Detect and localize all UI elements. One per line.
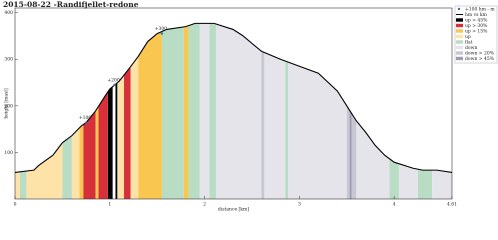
band [215,23,262,199]
band [79,23,84,199]
legend-swatch [456,23,463,28]
bands [15,23,452,199]
band [138,23,162,199]
band [15,23,20,199]
legend-label: flat [465,40,473,46]
band [98,23,108,199]
y-tick-label: 100 [4,150,13,156]
plot-frame [14,7,453,200]
legend-label: up > 45% [465,18,488,24]
band [117,23,125,199]
band [199,23,210,199]
legend-label: down > 45% [465,56,495,62]
y-axis-label: height [masl] [4,88,10,118]
band [71,23,80,199]
marker-label: +100 [79,115,91,121]
x-tick-label: 3 [298,202,301,208]
band [115,23,118,199]
marker [113,83,116,87]
band [264,23,286,199]
chart: 2015-08-22 -Randifjellet-redone 10020030… [3,0,498,213]
band [351,23,357,199]
band [349,23,352,199]
legend-label: down [465,45,477,51]
legend-swatch [456,29,463,33]
legend-marker [457,7,461,11]
y-tick-label: 400 [4,10,13,16]
x-tick-label: 2 [203,202,206,208]
chart-title: 2015-08-22 -Randifjellet-redone [3,0,139,9]
band [62,23,72,199]
marker [84,121,88,124]
page: {"chart_data": {"type": "profile", "titl… [3,0,498,213]
band [124,23,131,199]
band [183,23,189,199]
band [107,23,113,199]
band [188,23,200,199]
marker-label: +200 [107,77,119,83]
band [130,23,139,199]
marker-label: +300 [155,26,167,32]
band [83,23,96,199]
legend-swatch [456,18,463,22]
band [161,23,184,199]
legend-label: +100 hm - m [465,7,495,13]
band [346,23,350,199]
marker [160,32,164,35]
legend-label: up [465,35,471,40]
x-tick-label: 4 [393,202,396,208]
legend-swatch [456,34,463,39]
x-tick-label: 1 [108,202,111,208]
band [288,23,347,199]
band [389,23,399,199]
profile-line [14,22,453,173]
band [398,23,418,199]
legend-label: down > 20% [465,51,495,57]
band [261,23,265,199]
y-tick-label: 200 [4,103,13,109]
legend-label: hm vs km [465,12,488,18]
legend-swatch [456,56,463,61]
x-tick-label: 0 [14,202,17,208]
legend-label: up > 30% [465,23,488,29]
band [19,23,27,199]
legend-swatch [456,51,463,55]
band [209,23,216,199]
y-tick-label: 300 [4,57,13,63]
legend-swatch [456,45,463,50]
x-tick-label: 4.61 [447,202,457,208]
x-axis-label: distance [km] [218,207,249,213]
band [95,23,99,199]
band [356,23,390,199]
legend-label: up > 15% [465,29,488,35]
band [285,23,289,199]
legend-swatch [456,40,463,44]
